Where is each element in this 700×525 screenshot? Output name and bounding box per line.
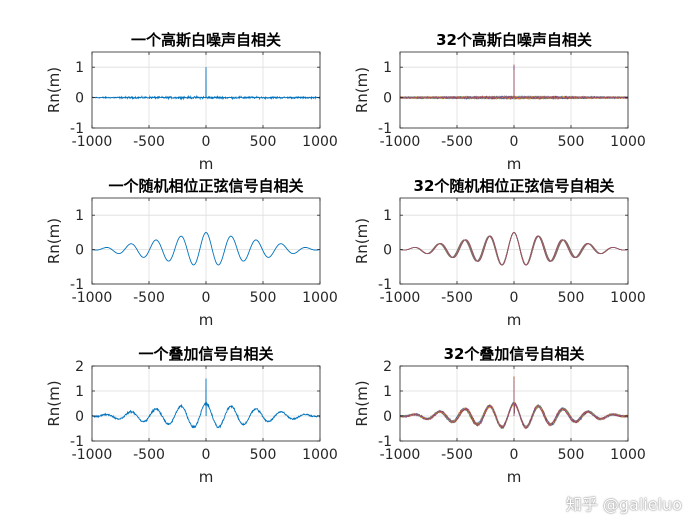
x-tick-label: -500: [441, 290, 473, 306]
x-tick-label: 0: [510, 134, 519, 150]
x-tick-label: 1000: [302, 447, 338, 463]
series-group: [92, 378, 320, 429]
y-axis-label: Rn(m): [353, 67, 371, 113]
x-tick-label: 1000: [610, 134, 646, 150]
y-tick-label: 0: [75, 243, 84, 259]
y-tick-label: -1: [378, 121, 392, 137]
y-tick-label: 1: [75, 60, 84, 76]
x-axis-label: m: [199, 468, 214, 486]
y-tick-label: -1: [70, 434, 84, 450]
x-tick-label: 500: [250, 134, 277, 150]
chart-title: 一个高斯白噪声自相关: [131, 31, 281, 49]
chart-title: 32个叠加信号自相关: [444, 345, 585, 363]
chart-title: 一个叠加信号自相关: [138, 345, 273, 363]
series-line: [92, 231, 320, 266]
x-tick-label: 1000: [610, 447, 646, 463]
y-tick-label: 0: [383, 409, 392, 425]
y-tick-label: 1: [383, 208, 392, 224]
y-tick-label: -1: [378, 277, 392, 293]
x-tick-label: -500: [133, 447, 165, 463]
y-tick-label: 1: [383, 384, 392, 400]
x-tick-label: -1000: [380, 290, 421, 306]
x-tick-label: 0: [202, 290, 211, 306]
y-tick-label: 0: [383, 91, 392, 107]
x-tick-label: 0: [510, 290, 519, 306]
x-tick-label: 500: [558, 134, 585, 150]
x-tick-label: 500: [558, 447, 585, 463]
x-tick-label: -1000: [380, 134, 421, 150]
y-tick-label: 1: [383, 60, 392, 76]
series-group: [400, 232, 628, 266]
x-tick-label: -500: [441, 134, 473, 150]
watermark: 知乎 @galieluo: [565, 495, 682, 514]
y-axis-label: Rn(m): [45, 67, 63, 113]
chart-panel-3: -1000 -500 0 500 1000 -1 0 1 一个随机相位正弦信号自相关 m Rn(m): [45, 177, 338, 329]
y-tick-label: 1: [75, 208, 84, 224]
series-line: [400, 64, 628, 101]
x-tick-label: -1000: [72, 447, 113, 463]
x-tick-label: 0: [510, 447, 519, 463]
y-axis-label: Rn(m): [353, 380, 371, 426]
y-axis-label: Rn(m): [45, 380, 63, 426]
y-tick-label: 1: [75, 384, 84, 400]
x-axis-label: m: [507, 311, 522, 329]
series-line: [400, 232, 628, 266]
y-tick-label: 0: [383, 243, 392, 259]
series-line: [92, 378, 320, 429]
y-axis-label: Rn(m): [353, 218, 371, 264]
chart-panel-5: -1000 -500 0 500 1000 -1 0 1 2 一个叠加信号自相关 m Rn(m): [45, 345, 338, 486]
x-axis-label: m: [507, 468, 522, 486]
series-group: [400, 64, 628, 101]
x-tick-label: -500: [441, 447, 473, 463]
series-group: [400, 375, 628, 430]
chart-panel-6: -1000 -500 0 500 1000 -1 0 1 2 32个叠加信号自相关 m Rn(m): [353, 345, 646, 486]
y-tick-label: 0: [75, 91, 84, 107]
chart-title: 32个随机相位正弦信号自相关: [414, 177, 615, 195]
x-tick-label: 1000: [610, 290, 646, 306]
series-line: [400, 379, 628, 429]
y-tick-label: -1: [378, 434, 392, 450]
x-tick-label: -500: [133, 134, 165, 150]
x-tick-label: 500: [250, 447, 277, 463]
y-tick-label: -1: [70, 121, 84, 137]
x-tick-label: 1000: [302, 290, 338, 306]
x-tick-label: 500: [250, 290, 277, 306]
series-group: [92, 231, 320, 266]
x-tick-label: -1000: [72, 134, 113, 150]
x-tick-label: -500: [133, 290, 165, 306]
chart-panel-1: -1000 -500 0 500 1000 -1 0 1 一个高斯白噪声自相关 m Rn(m): [45, 31, 338, 173]
y-tick-label: 0: [75, 409, 84, 425]
x-tick-label: 500: [558, 290, 585, 306]
x-axis-label: m: [199, 311, 214, 329]
y-tick-label: 2: [75, 359, 84, 375]
x-tick-label: 0: [202, 134, 211, 150]
x-tick-label: 0: [202, 447, 211, 463]
x-tick-label: -1000: [72, 290, 113, 306]
chart-title: 一个随机相位正弦信号自相关: [108, 177, 303, 195]
chart-panel-4: -1000 -500 0 500 1000 -1 0 1 32个随机相位正弦信号自相关 m Rn(m…: [353, 177, 646, 329]
chart-title: 32个高斯白噪声自相关: [436, 31, 592, 49]
x-tick-label: 1000: [302, 134, 338, 150]
series-group: [92, 67, 320, 101]
y-tick-label: -1: [70, 277, 84, 293]
y-tick-label: 2: [383, 359, 392, 375]
y-axis-label: Rn(m): [45, 218, 63, 264]
x-axis-label: m: [507, 155, 522, 173]
x-tick-label: -1000: [380, 447, 421, 463]
x-axis-label: m: [199, 155, 214, 173]
chart-panel-2: -1000 -500 0 500 1000 -1 0 1 32个高斯白噪声自相关 m Rn(m): [353, 31, 646, 173]
series-line: [92, 67, 320, 101]
